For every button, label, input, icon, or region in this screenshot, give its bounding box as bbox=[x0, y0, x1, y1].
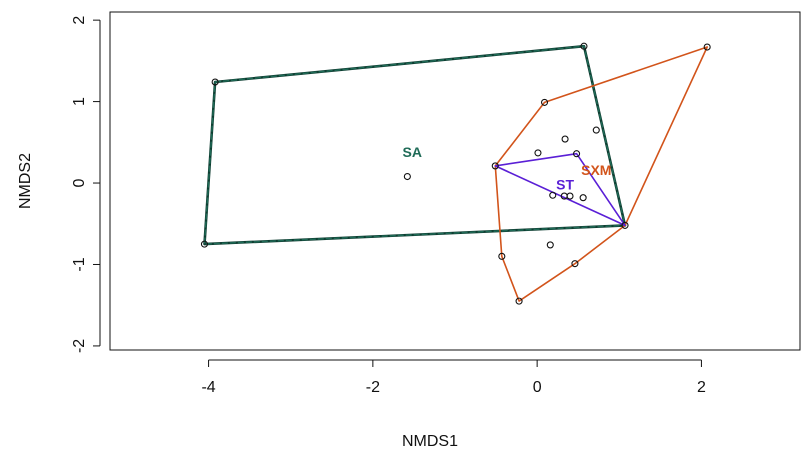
x-tick-label: 0 bbox=[533, 379, 542, 396]
data-point bbox=[540, 98, 549, 106]
group-label-sxm: SXM bbox=[581, 162, 611, 178]
y-tick-label: 2 bbox=[71, 16, 88, 25]
data-point bbox=[579, 194, 587, 202]
y-axis-label: NMDS2 bbox=[17, 153, 34, 209]
data-point bbox=[561, 135, 569, 143]
data-point bbox=[491, 162, 499, 170]
group-label-layer: SA SXM ST bbox=[403, 144, 612, 193]
group-label-st: ST bbox=[556, 177, 574, 193]
data-point bbox=[592, 126, 600, 134]
x-tick-label: 2 bbox=[697, 379, 706, 396]
x-tick-label: -4 bbox=[201, 379, 215, 396]
data-point bbox=[621, 221, 629, 229]
x-axis: -4 -2 0 2 bbox=[201, 359, 706, 396]
data-point bbox=[703, 43, 711, 51]
data-point bbox=[546, 241, 554, 249]
group-label-sa: SA bbox=[403, 144, 422, 160]
data-point bbox=[571, 260, 579, 268]
y-tick-label: 0 bbox=[71, 178, 88, 187]
x-axis-label: NMDS1 bbox=[402, 433, 458, 450]
hull-layer bbox=[203, 44, 709, 302]
y-tick-label: -2 bbox=[71, 339, 88, 353]
x-tick-label: -2 bbox=[366, 379, 380, 396]
data-point bbox=[549, 191, 557, 199]
data-point bbox=[566, 192, 574, 200]
y-tick-label: 1 bbox=[71, 97, 88, 106]
data-point bbox=[403, 172, 411, 181]
y-axis: -2 -1 0 1 2 bbox=[71, 16, 101, 353]
data-point bbox=[580, 42, 588, 50]
data-point bbox=[573, 150, 581, 158]
data-point bbox=[498, 252, 506, 260]
y-tick-label: -1 bbox=[71, 257, 88, 271]
point-layer bbox=[200, 42, 711, 305]
plot-frame bbox=[109, 11, 801, 351]
hull-sxm bbox=[494, 46, 709, 302]
data-point bbox=[534, 149, 542, 157]
data-point bbox=[515, 297, 523, 305]
data-point bbox=[200, 240, 209, 248]
data-point bbox=[211, 78, 219, 86]
hull-st bbox=[494, 152, 626, 227]
